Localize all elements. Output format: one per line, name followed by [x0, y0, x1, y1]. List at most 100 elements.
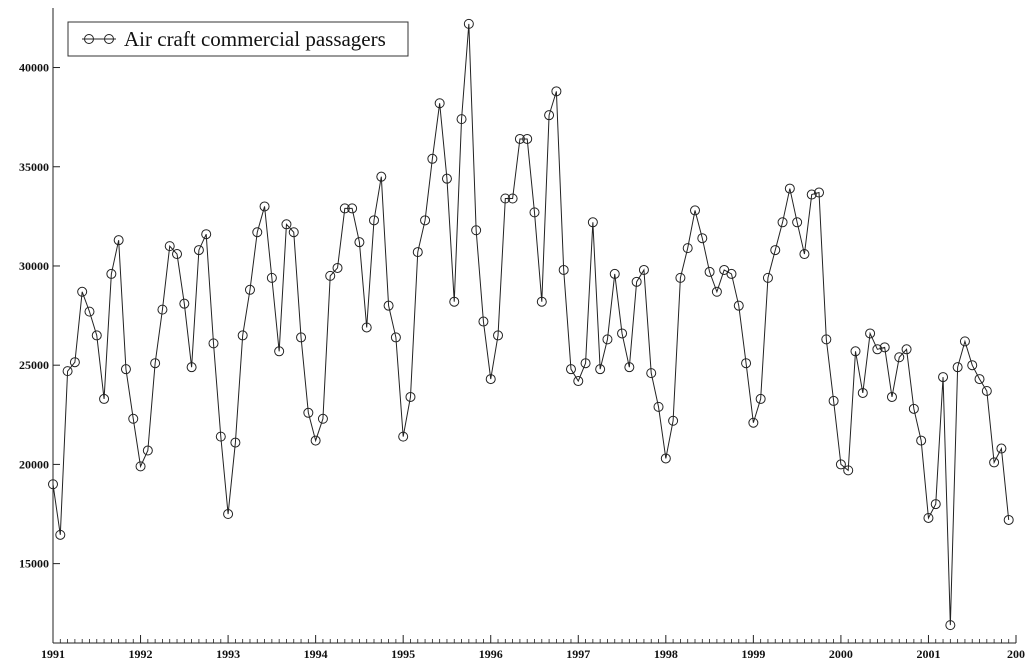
- data-point-marker: [660, 453, 671, 464]
- data-point-marker: [595, 364, 606, 375]
- data-point-marker: [405, 391, 416, 402]
- x-tick-label: 1995: [391, 647, 415, 661]
- data-point-marker: [288, 227, 299, 238]
- data-point-marker: [485, 374, 496, 385]
- data-point-marker: [339, 203, 350, 214]
- data-point-marker: [865, 328, 876, 339]
- data-point-marker: [383, 300, 394, 311]
- series-line: [52, 23, 1010, 626]
- data-point-marker: [690, 205, 700, 216]
- data-point-marker: [967, 360, 978, 371]
- data-point-marker: [91, 330, 102, 341]
- data-point-marker: [792, 217, 803, 228]
- data-point-marker: [821, 334, 832, 345]
- data-point-marker: [310, 435, 321, 446]
- data-point-marker: [755, 393, 766, 404]
- y-tick-label: 30000: [19, 259, 49, 273]
- data-point-marker: [945, 620, 956, 631]
- data-point-marker: [996, 443, 1007, 454]
- data-point-marker: [770, 245, 781, 256]
- data-point-marker: [916, 435, 927, 446]
- data-point-marker: [441, 173, 452, 184]
- data-point-marker: [806, 189, 817, 200]
- data-point-marker: [296, 332, 307, 343]
- data-point-marker: [536, 296, 547, 307]
- data-point-marker: [120, 364, 131, 375]
- data-point-marker: [456, 114, 467, 125]
- data-point-marker: [886, 391, 897, 402]
- data-point-marker: [244, 284, 255, 295]
- data-point-marker: [55, 529, 66, 540]
- data-point-marker: [551, 86, 562, 97]
- x-tick-label: 200: [1007, 647, 1025, 661]
- data-point-marker: [609, 268, 620, 279]
- data-point-marker: [230, 437, 241, 448]
- data-point-marker: [84, 306, 95, 317]
- data-point-marker: [172, 249, 183, 260]
- data-point-marker: [164, 241, 175, 252]
- data-point-marker: [347, 203, 358, 214]
- data-point-marker: [259, 201, 270, 212]
- data-point-marker: [398, 431, 409, 442]
- data-point-marker: [48, 479, 58, 490]
- data-point-marker: [471, 225, 482, 236]
- data-point-marker: [857, 387, 868, 398]
- data-point-marker: [544, 110, 555, 121]
- data-point-marker: [106, 268, 117, 279]
- data-point-marker: [799, 249, 810, 260]
- data-point-marker: [193, 245, 204, 256]
- data-point-marker: [573, 376, 584, 387]
- data-point-marker: [981, 385, 992, 396]
- data-point-marker: [376, 171, 387, 182]
- data-point-marker: [215, 431, 226, 442]
- data-point-marker: [784, 183, 795, 194]
- data-point-marker: [653, 401, 664, 412]
- data-point-marker: [325, 270, 336, 281]
- data-point-marker: [894, 352, 905, 363]
- x-tick-label: 1999: [741, 647, 765, 661]
- data-point-marker: [150, 358, 161, 369]
- data-point-marker: [682, 243, 693, 254]
- data-point-marker: [828, 395, 839, 406]
- data-point-marker: [186, 362, 197, 373]
- y-tick-label: 40000: [19, 61, 49, 75]
- data-point-marker: [741, 358, 752, 369]
- x-tick-label: 1993: [216, 647, 240, 661]
- data-point-marker: [500, 193, 511, 204]
- data-point-marker: [974, 374, 985, 385]
- data-point-marker: [361, 322, 372, 333]
- data-point-marker: [514, 133, 525, 144]
- data-point-marker: [952, 362, 963, 373]
- data-point-marker: [938, 372, 949, 383]
- data-point-marker: [493, 330, 504, 341]
- data-point-marker: [704, 266, 715, 277]
- x-tick-label: 1998: [654, 647, 678, 661]
- data-point-marker: [602, 334, 613, 345]
- series-layer: [48, 18, 1014, 631]
- x-tick-label: 1996: [479, 647, 503, 661]
- data-point-marker: [624, 362, 635, 373]
- data-point-marker: [835, 459, 846, 470]
- data-point-marker: [565, 364, 576, 375]
- legend-label: Air craft commercial passagers: [124, 27, 386, 51]
- data-point-marker: [332, 262, 343, 273]
- data-point-marker: [507, 193, 518, 204]
- data-point-marker: [77, 286, 88, 297]
- data-point-marker: [631, 276, 642, 287]
- y-tick-label: 20000: [19, 457, 49, 471]
- data-point-marker: [733, 300, 744, 311]
- data-point-marker: [463, 18, 474, 29]
- data-point-marker: [135, 461, 146, 472]
- data-point-marker: [252, 227, 263, 238]
- data-point-marker: [587, 217, 598, 228]
- y-tick-label: 35000: [19, 160, 49, 174]
- data-point-marker: [1003, 514, 1014, 525]
- data-point-marker: [317, 413, 328, 424]
- data-point-marker: [901, 344, 912, 355]
- data-point-marker: [850, 346, 861, 357]
- data-point-marker: [646, 368, 657, 379]
- data-point-marker: [69, 357, 80, 368]
- data-point-marker: [420, 215, 431, 226]
- x-tick-label: 1994: [304, 647, 328, 661]
